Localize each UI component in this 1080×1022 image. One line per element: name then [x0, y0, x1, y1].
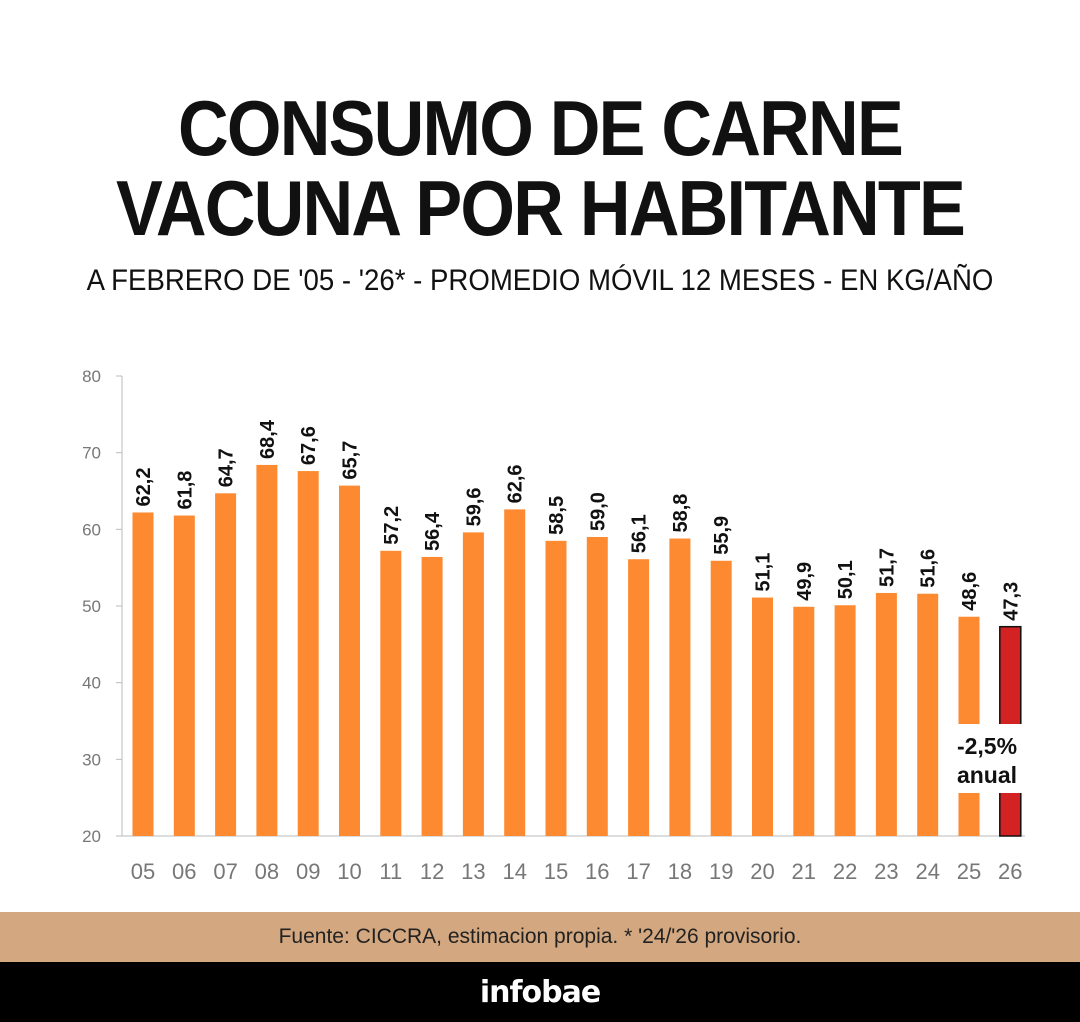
x-tick-label: 16 [585, 859, 609, 884]
bar [917, 593, 939, 836]
footer-bar: infobae [0, 962, 1080, 1022]
annotation-box [947, 724, 1027, 793]
x-tick-label: 14 [502, 859, 526, 884]
bar [752, 597, 773, 836]
bar [875, 592, 897, 836]
bar [545, 540, 567, 836]
bar-value-label: 62,6 [505, 464, 527, 503]
bar [834, 605, 856, 836]
bar [256, 464, 278, 836]
bar-value-label: 55,9 [711, 516, 733, 555]
bar [793, 606, 815, 836]
x-tick-label: 18 [668, 859, 692, 884]
bar-value-label: 48,6 [959, 572, 981, 611]
y-tick-label: 20 [82, 827, 101, 846]
x-tick-label: 21 [792, 859, 816, 884]
bar-value-label: 50,1 [835, 560, 857, 599]
chart-subtitle: A FEBRERO DE '05 - '26* - PROMEDIO MÓVIL… [86, 264, 994, 297]
bar [669, 538, 691, 836]
bar-value-label: 65,7 [340, 441, 362, 480]
bar-chart: 20 30 40 50 60 70 80 62,2 05 61,8 06 64,7 07 68,4 08 67… [82, 367, 1027, 884]
bar-value-label: 51,1 [753, 553, 775, 592]
x-tick-label: 09 [296, 859, 320, 884]
bar [173, 515, 195, 836]
x-tick-label: 23 [874, 859, 898, 884]
x-tick-label: 26 [998, 859, 1022, 884]
bar-value-label: 68,4 [257, 419, 279, 459]
bar [297, 471, 319, 836]
bar [421, 556, 443, 836]
x-tick-label: 22 [833, 859, 857, 884]
x-tick-label: 25 [957, 859, 981, 884]
bar [710, 560, 732, 836]
x-tick-label: 10 [337, 859, 361, 884]
bar-value-label: 51,7 [876, 548, 898, 587]
infobae-logo: infobae [479, 974, 601, 1010]
chart-title-line-2: VACUNA POR HABITANTE [116, 164, 966, 252]
bar-value-label: 64,7 [216, 448, 238, 487]
bar-value-label: 59,6 [463, 487, 485, 526]
bar-value-label: 58,5 [546, 496, 568, 535]
source-note: Fuente: CICCRA, estimacion propia. * '24… [278, 925, 802, 948]
bar-value-label: 49,9 [794, 562, 816, 601]
bar-value-label: 67,6 [298, 426, 320, 465]
x-tick-label: 13 [461, 859, 485, 884]
x-tick-label: 11 [379, 859, 402, 884]
y-tick-label: 80 [82, 367, 101, 386]
chart-title: CONSUMO DE CARNE VACUNA POR HABITANTE [54, 88, 1026, 248]
x-tick-label: 07 [213, 859, 237, 884]
bar-value-label: 57,2 [381, 506, 403, 545]
bar [215, 493, 237, 836]
bar-value-label: 56,1 [629, 514, 651, 553]
x-tick-label: 06 [172, 859, 196, 884]
x-tick-label: 17 [626, 859, 650, 884]
bar-value-label: 59,0 [587, 492, 609, 531]
x-tick-label: 08 [255, 859, 279, 884]
bar-value-label: 47,3 [1000, 582, 1022, 621]
y-tick-label: 50 [82, 597, 101, 616]
bar-value-label: 56,4 [422, 511, 444, 551]
annotation-change: -2,5% [957, 733, 1017, 759]
bar [462, 532, 484, 836]
bar [586, 537, 608, 836]
source-band: Fuente: CICCRA, estimacion propia. * '24… [0, 912, 1080, 962]
x-tick-label: 05 [131, 859, 155, 884]
chart-title-line-1: CONSUMO DE CARNE [178, 84, 904, 172]
bar-value-label: 51,6 [918, 549, 940, 588]
bar-value-label: 62,2 [133, 468, 155, 507]
y-tick-label: 40 [82, 674, 101, 693]
bar [628, 559, 650, 836]
bar-value-label: 61,8 [174, 471, 196, 510]
bar [380, 550, 402, 836]
y-tick-label: 30 [82, 750, 101, 769]
y-tick-label: 60 [82, 520, 101, 539]
y-tick-label: 70 [82, 444, 101, 463]
annotation-period: anual [957, 762, 1017, 788]
x-tick-label: 12 [420, 859, 444, 884]
bar [132, 512, 154, 836]
bar-value-label: 58,8 [670, 494, 692, 533]
bar [339, 485, 360, 836]
x-tick-label: 19 [709, 859, 733, 884]
bar [504, 509, 526, 836]
x-tick-label: 24 [915, 859, 939, 884]
x-tick-label: 20 [750, 859, 774, 884]
x-tick-label: 15 [544, 859, 568, 884]
